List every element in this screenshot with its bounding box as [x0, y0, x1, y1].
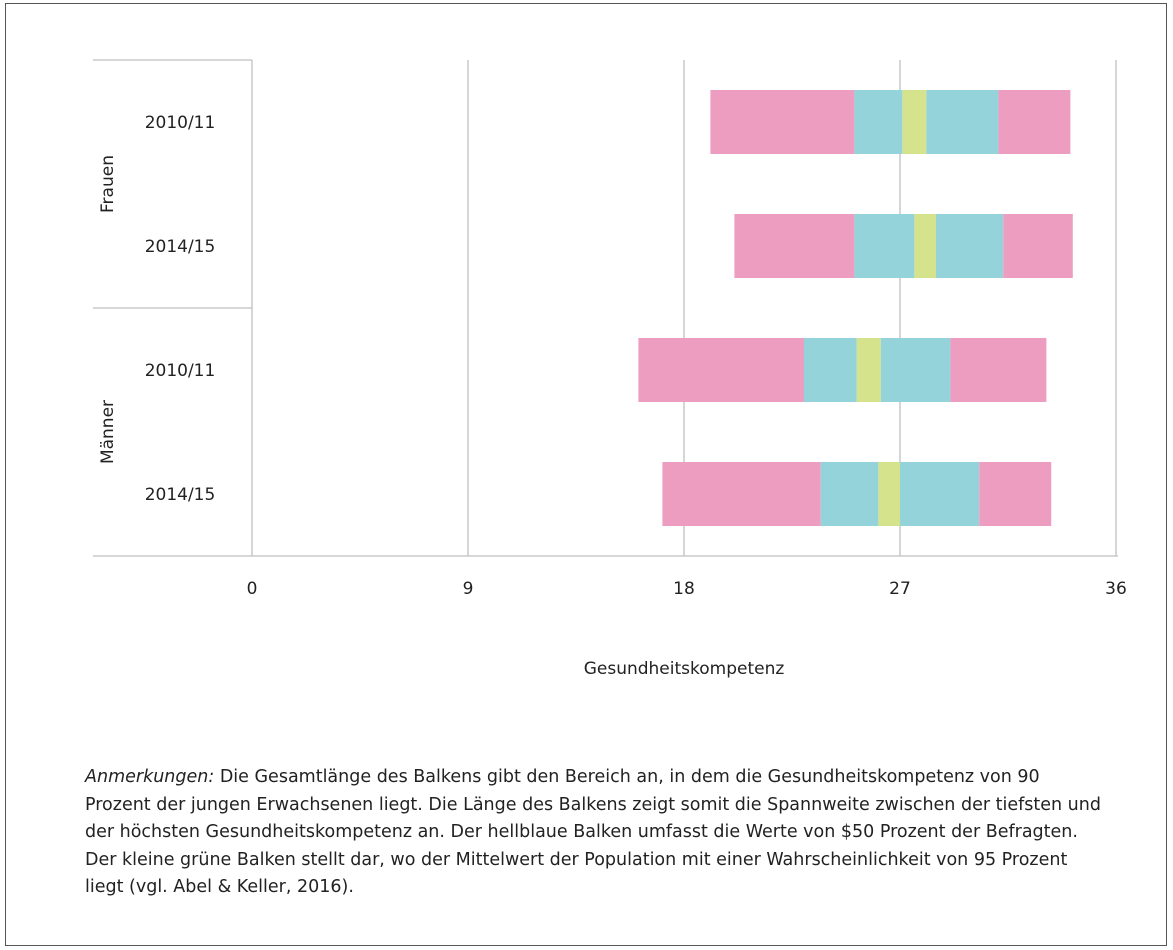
bar-3-outer-high-segment [950, 338, 1047, 402]
group-label-0: Frauen [98, 155, 118, 213]
bar-3-inner-high-segment [880, 338, 951, 402]
y-category-label: 2010/11 [145, 361, 216, 381]
x-tick-label: 27 [889, 579, 911, 599]
bar-1-outer-low-segment [710, 90, 855, 154]
bar-2-outer-high-segment [1003, 214, 1073, 278]
bar-4-inner-low-segment [820, 462, 879, 526]
figure-frame [5, 3, 1167, 946]
y-category-label: 2014/15 [145, 237, 216, 257]
bar-3-inner-low-segment [804, 338, 857, 402]
x-tick-label: 18 [673, 579, 695, 599]
note-text: Die Gesamtlänge des Balkens gibt den Ber… [85, 767, 1101, 897]
bar-3-outer-low-segment [638, 338, 804, 402]
bar-1-inner-high-segment [926, 90, 999, 154]
group-label-1: Männer [98, 400, 118, 464]
bar-1-inner-low-segment [854, 90, 903, 154]
x-axis-title: Gesundheitskompetenz [584, 659, 785, 679]
x-tick-label: 0 [247, 579, 258, 599]
bar-4-outer-high-segment [979, 462, 1052, 526]
bar-2-inner-high-segment [936, 214, 1004, 278]
bar-3-ci-segment [856, 338, 881, 402]
bar-4-outer-low-segment [662, 462, 821, 526]
note-label: Anmerkungen: [85, 767, 215, 787]
axes [93, 59, 1118, 557]
bar-2-inner-low-segment [854, 214, 915, 278]
x-tick-label: 36 [1105, 579, 1127, 599]
labels: 0 9 18 27 36 Gesundheitskompetenz 2010/11 2014/… [98, 113, 1127, 679]
bar-2-ci-segment [914, 214, 936, 278]
y-category-label: 2010/11 [145, 113, 216, 133]
bar-1-ci-segment [902, 90, 927, 154]
bar-1-outer-high-segment [998, 90, 1071, 154]
y-category-label: 2014/15 [145, 485, 216, 505]
bars [638, 90, 1073, 526]
bar-4-ci-segment [878, 462, 900, 526]
bar-4-inner-high-segment [900, 462, 980, 526]
bar-2-outer-low-segment [734, 214, 855, 278]
chart-note: Anmerkungen: Die Gesamtlänge des Balkens… [85, 764, 1105, 902]
x-tick-label: 9 [463, 579, 474, 599]
